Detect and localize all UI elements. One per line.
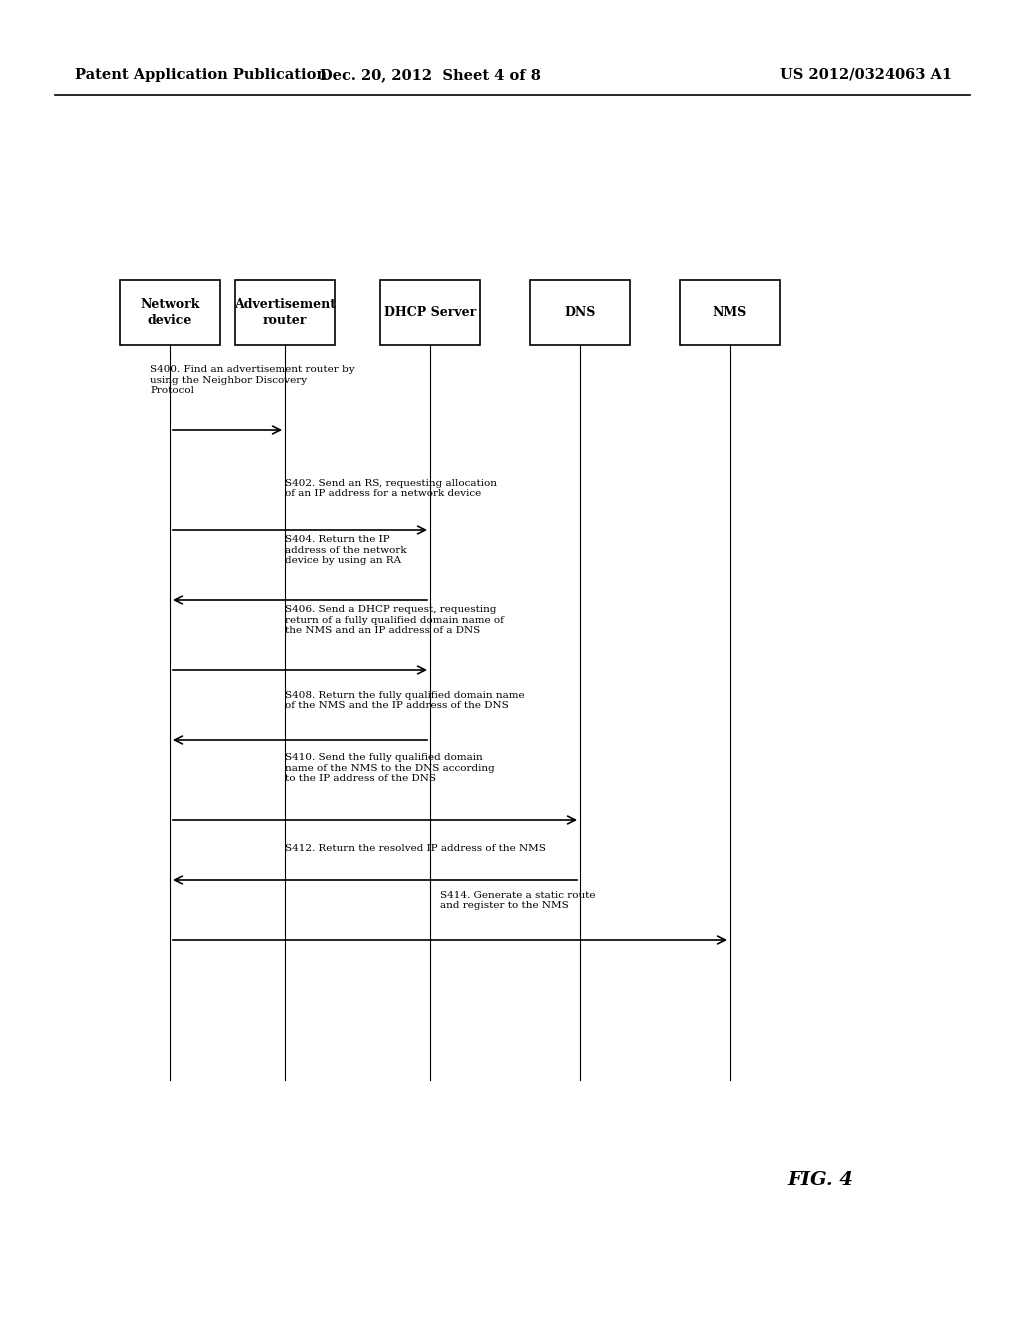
Text: Advertisement
router: Advertisement router (234, 298, 336, 326)
Text: Network
device: Network device (140, 298, 200, 326)
Text: FIG. 4: FIG. 4 (787, 1171, 853, 1189)
Text: S408. Return the fully qualified domain name
of the NMS and the IP address of th: S408. Return the fully qualified domain … (285, 690, 524, 710)
Bar (120, 280, 220, 345)
Text: S404. Return the IP
address of the network
device by using an RA: S404. Return the IP address of the netwo… (285, 535, 407, 565)
Text: S410. Send the fully qualified domain
name of the NMS to the DNS according
to th: S410. Send the fully qualified domain na… (285, 754, 495, 783)
Text: Patent Application Publication: Patent Application Publication (75, 69, 327, 82)
Bar (380, 280, 480, 345)
Text: S406. Send a DHCP request, requesting
return of a fully qualified domain name of: S406. Send a DHCP request, requesting re… (285, 605, 504, 635)
Text: S414. Generate a static route
and register to the NMS: S414. Generate a static route and regist… (440, 891, 596, 909)
Bar (234, 280, 335, 345)
Text: S412. Return the resolved IP address of the NMS: S412. Return the resolved IP address of … (285, 843, 546, 853)
Text: DNS: DNS (564, 306, 596, 319)
Text: S400. Find an advertisement router by
using the Neighbor Discovery
Protocol: S400. Find an advertisement router by us… (150, 366, 354, 395)
Text: Dec. 20, 2012  Sheet 4 of 8: Dec. 20, 2012 Sheet 4 of 8 (319, 69, 541, 82)
Bar (680, 280, 780, 345)
Text: NMS: NMS (713, 306, 748, 319)
Text: DHCP Server: DHCP Server (384, 306, 476, 319)
Bar (530, 280, 630, 345)
Text: US 2012/0324063 A1: US 2012/0324063 A1 (780, 69, 952, 82)
Text: S402. Send an RS, requesting allocation
of an IP address for a network device: S402. Send an RS, requesting allocation … (285, 479, 497, 498)
